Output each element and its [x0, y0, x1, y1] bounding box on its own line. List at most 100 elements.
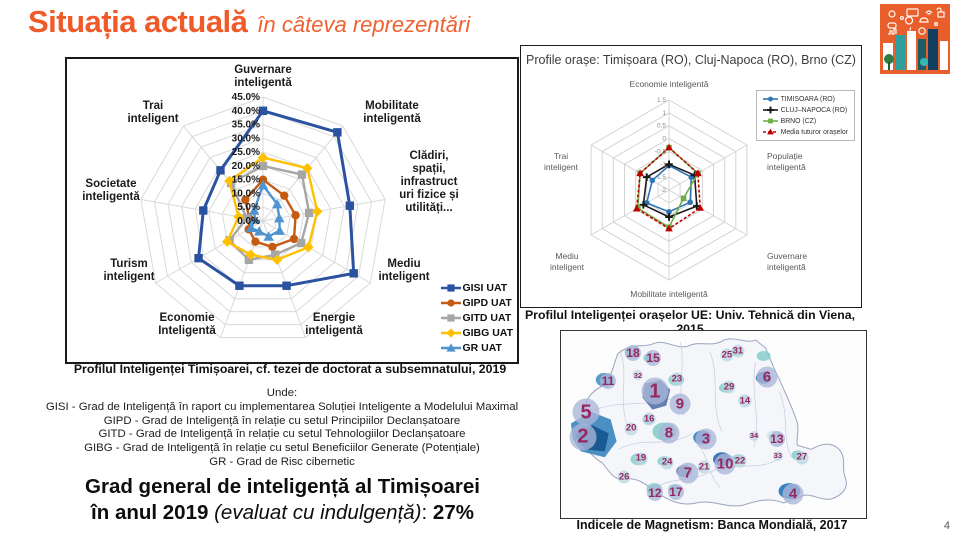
axis-label: Energie inteligentă — [305, 312, 363, 337]
map-badge-25: 25 — [720, 348, 734, 362]
map-badge-32: 32 — [632, 370, 643, 381]
definition-line-1: GISI - Grad de Inteligență în raport cu … — [45, 400, 519, 413]
axis-label: Societate inteligentă — [82, 178, 140, 203]
radar-chart-eu-cities: 1.5 1 0.5 0 -0.5 -1 -1.5 -2 Economie inteligentă… — [521, 67, 861, 309]
statement-year: în anul 2019 — [91, 501, 215, 524]
axis-label: Mobilitate inteligentă — [630, 289, 708, 299]
tick-label: 30.0% — [232, 133, 260, 144]
map-badge-19: 19 — [634, 452, 648, 466]
romania-map: 1 2 5 3 4 6 7 8 9 10 11 12 13 14 15 16 17 18 19 20 21 22 23 24 2… — [560, 330, 867, 519]
legend-item-GR UAT: GR UAT — [441, 342, 513, 354]
radar-panel-eu-cities: Profile orașe: Timișoara (RO), Cluj-Napo… — [520, 45, 862, 308]
map-badge-23: 23 — [670, 372, 684, 386]
tick-label: -2 — [660, 187, 666, 194]
axis-label: Guvernare inteligentă — [767, 251, 807, 272]
map-badge-6: 6 — [756, 366, 778, 388]
axis-label: Economie inteligentă — [630, 79, 709, 89]
map-badge-15: 15 — [645, 350, 662, 367]
definition-line-3: GITD - Grad de Inteligență în relație cu… — [98, 428, 466, 441]
axis-label: Mediu inteligent — [378, 258, 429, 283]
definitions-block: Unde: GISI - Grad de Inteligență în rapor… — [8, 387, 556, 470]
tick-label: 1 — [662, 110, 666, 117]
page-number: 4 — [943, 520, 950, 532]
legend-item-CLUJ–NAPOCA (RO): CLUJ–NAPOCA (RO) — [762, 106, 848, 114]
map-badge-2: 2 — [569, 423, 597, 451]
map-badge-3: 3 — [695, 428, 717, 450]
caption-map: Indicele de Magnetism: Banca Mondială, 2… — [576, 518, 848, 532]
series-GIPD UAT — [244, 178, 297, 249]
tick-label: 10.0% — [232, 188, 260, 199]
caption-left-chart: Profilul Inteligenței Timișoarei, cf. te… — [73, 362, 507, 376]
axis-label: Clădiri, spații, infrastruct uri fizice și u… — [399, 150, 458, 214]
axis-label: Mobilitate inteligentă — [363, 100, 421, 125]
series-GISI UAT — [197, 109, 356, 288]
tick-label: 20.0% — [232, 161, 260, 172]
legend-item-BRNO (CZ): BRNO (CZ) — [762, 117, 848, 125]
map-badge-16: 16 — [642, 412, 656, 426]
axis-label: Trai inteligent — [544, 151, 579, 172]
map-badge-9: 9 — [669, 393, 691, 415]
tick-label: 35.0% — [232, 120, 260, 131]
map-badge-7: 7 — [677, 462, 699, 484]
statement: Grad general de inteligență al Timișoare… — [10, 474, 555, 526]
statement-colon: : — [421, 501, 433, 524]
map-badge-13: 13 — [768, 430, 785, 447]
tick-label: 45.0% — [232, 92, 260, 103]
map-badge-14: 14 — [738, 394, 752, 408]
map-badge-10: 10 — [714, 453, 736, 475]
definition-line-2: GIPD - Grad de Inteligență în relație cu… — [103, 414, 461, 427]
legend-item-TIMISOARA (RO): TIMISOARA (RO) — [762, 95, 848, 103]
statement-italic: (evaluat cu indulgență) — [214, 501, 422, 524]
tick-label: 25.0% — [232, 147, 260, 158]
tick-label: 0.0% — [237, 216, 260, 227]
legend-item-GIBG UAT: GIBG UAT — [441, 327, 513, 339]
definition-line-5: GR - Grad de Risc cibernetic — [209, 455, 355, 468]
map-badge-20: 20 — [624, 422, 638, 436]
map-badge-33: 33 — [772, 450, 783, 461]
series-GIBG UAT — [225, 156, 319, 262]
legend-item-GITD UAT: GITD UAT — [441, 312, 513, 324]
tick-label: -1.5 — [655, 174, 667, 181]
legend-item-GIPD UAT: GIPD UAT — [441, 297, 513, 309]
axis-label: Trai inteligent — [127, 100, 178, 125]
legend-item-GISI UAT: GISI UAT — [441, 282, 513, 294]
right-chart-title: Profile orașe: Timișoara (RO), Cluj-Napo… — [526, 53, 856, 67]
tick-label: 1.5 — [657, 97, 666, 104]
map-badge-layer: 1 2 5 3 4 6 7 8 9 10 11 12 13 14 15 16 17 18 19 20 21 22 23 24 2… — [561, 331, 866, 518]
map-badge-4: 4 — [782, 483, 804, 505]
map-badge-22: 22 — [733, 454, 747, 468]
radar-left-legend: GISI UAT GIPD UAT GITD UAT GIBG UAT GR UAT — [441, 282, 513, 354]
definition-line-4: GIBG - Grad de Inteligență în relație cu… — [84, 442, 480, 455]
tick-label: 0.5 — [657, 123, 666, 130]
map-badge-26: 26 — [617, 470, 631, 484]
series-GR UAT — [249, 183, 281, 238]
map-badge-1: 1 — [641, 377, 669, 405]
map-badge-5: 5 — [572, 398, 600, 426]
smart-city-logo-icon — [880, 4, 950, 74]
map-badge-31: 31 — [731, 344, 745, 358]
axis-label: Turism inteligent — [103, 258, 154, 283]
legend-item-Media tuturor orașelor: Media tuturor orașelor — [762, 128, 848, 136]
tick-label: 15.0% — [232, 175, 260, 186]
radar-right-legend: TIMISOARA (RO) CLUJ–NAPOCA (RO) BRNO (CZ) M… — [755, 90, 855, 141]
map-badge-34: 34 — [749, 430, 760, 441]
map-badge-12: 12 — [646, 484, 663, 501]
map-badge-11: 11 — [599, 373, 616, 390]
tick-label: 0 — [662, 136, 666, 143]
axis-label: Economie Inteligentă — [158, 312, 216, 337]
map-badge-24: 24 — [660, 456, 674, 470]
radar-chart-timisoara: 45.0% 40.0% 35.0% 30.0% 25.0% 20.0% 15.0% 10.0%… — [67, 59, 517, 367]
definition-line-0: Unde: — [266, 387, 298, 399]
slide-header: Situația actuală în câteva reprezentări — [28, 4, 470, 40]
map-badge-27: 27 — [795, 451, 809, 465]
map-badge-18: 18 — [624, 345, 641, 362]
axis-label: Guvernare inteligentă — [234, 64, 292, 89]
map-badge-17: 17 — [667, 483, 684, 500]
radar-panel-timisoara: 45.0% 40.0% 35.0% 30.0% 25.0% 20.0% 15.0% 10.0%… — [65, 57, 519, 364]
tick-label: -0.5 — [655, 148, 667, 155]
page-title: Situația actuală — [28, 4, 248, 39]
tick-label: 5.0% — [237, 202, 260, 213]
page-subtitle: în câteva reprezentări — [257, 12, 471, 37]
axis-label: Mediu inteligent — [550, 251, 585, 272]
